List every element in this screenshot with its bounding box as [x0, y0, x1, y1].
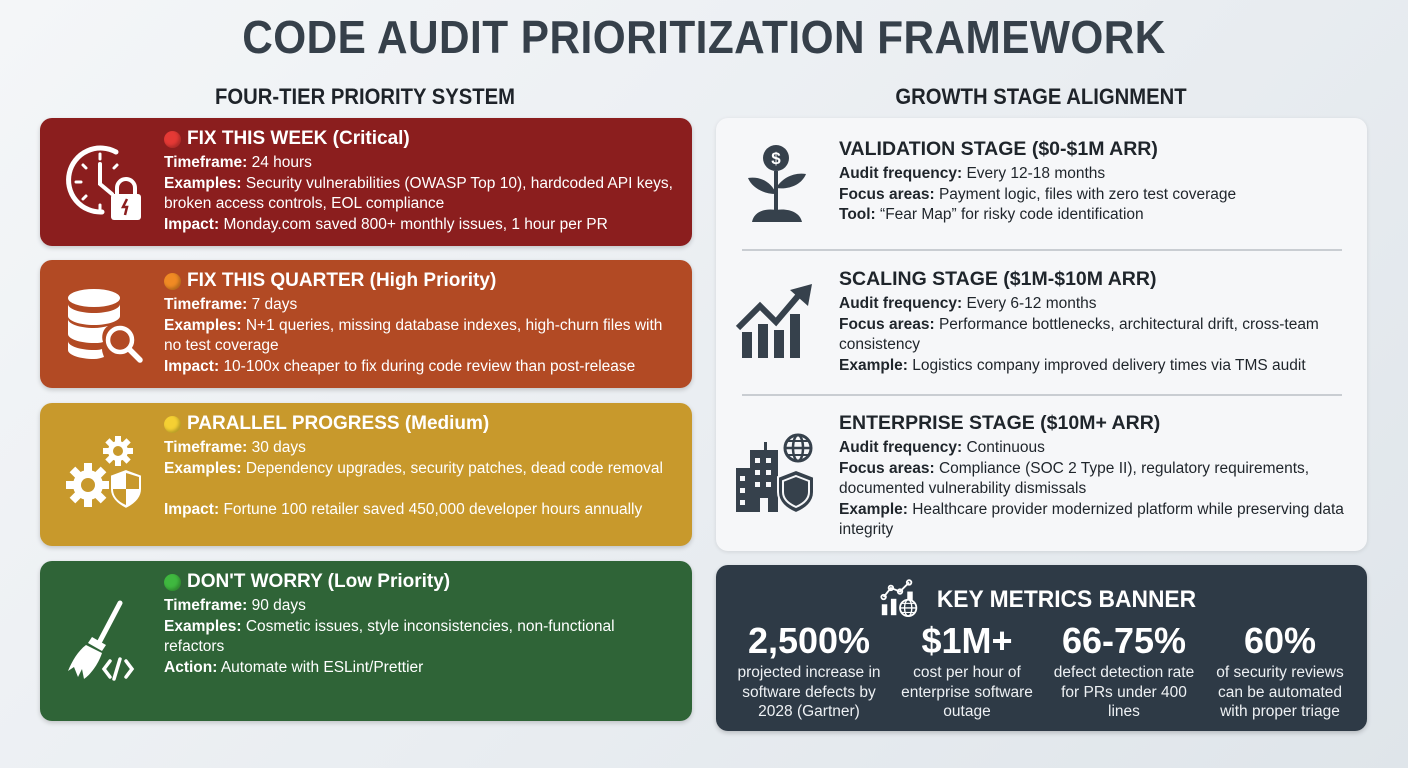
metric-item: $1M+ cost per hour of enterprise softwar… [892, 621, 1042, 722]
key-metrics-banner: KEY METRICS BANNER 2,500% projected incr… [716, 565, 1367, 731]
metric-label: cost per hour of enterprise software out… [901, 664, 1033, 720]
tier-timeframe: Timeframe: 30 days [164, 439, 306, 456]
stage-tool: Tool: “Fear Map” for risky code identifi… [839, 206, 1144, 223]
metric-label: projected increase in software defects b… [737, 664, 881, 720]
tier-card-high: FIX THIS QUARTER (High Priority) Timefra… [40, 260, 692, 388]
broom-code-icon [62, 599, 146, 683]
stage-enterprise: ENTERPRISE STAGE ($10M+ ARR) Audit frequ… [716, 396, 1367, 551]
stage-scaling: SCALING STAGE ($1M-$10M ARR) Audit frequ… [716, 252, 1367, 392]
tier-examples: Examples: N+1 queries, missing database … [164, 316, 663, 355]
tier-impact: Impact: Monday.com saved 800+ monthly is… [164, 215, 608, 233]
metric-item: 66-75% defect detection rate for PRs und… [1049, 621, 1199, 722]
section-heading-priority: FOUR-TIER PRIORITY SYSTEM [215, 84, 515, 109]
stage-frequency: Audit frequency: Every 12-18 months [839, 165, 1106, 182]
tier-examples: Examples: Dependency upgrades, security … [164, 459, 663, 477]
clock-lock-icon [62, 140, 146, 224]
tier-card-medium: PARALLEL PROGRESS (Medium) Timeframe: 30… [40, 403, 692, 546]
metric-label: defect detection rate for PRs under 400 … [1053, 664, 1195, 720]
critical-dot-icon [164, 130, 181, 148]
stage-focus: Focus areas: Compliance (SOC 2 Type II),… [839, 459, 1310, 498]
stage-focus: Focus areas: Payment logic, files with z… [839, 185, 1237, 203]
tier-card-critical: FIX THIS WEEK (Critical) Timeframe: 24 h… [40, 118, 692, 246]
section-heading-growth: GROWTH STAGE ALIGNMENT [895, 84, 1187, 109]
svg-text:$: $ [771, 149, 781, 168]
metric-value: 60% [1243, 620, 1317, 661]
money-plant-icon: $ [734, 142, 818, 226]
metric-item: 2,500% projected increase in software de… [734, 621, 884, 722]
gears-shield-icon [62, 433, 146, 517]
high-dot-icon [164, 272, 181, 290]
stage-validation: $ VALIDATION STAGE ($0-$1M ARR) Audit fr… [716, 118, 1367, 250]
main-title: CODE AUDIT PRIORITIZATION FRAMEWORK [242, 11, 1166, 63]
stage-example: Example: Healthcare provider modernized … [839, 500, 1344, 539]
building-globe-shield-icon [734, 432, 818, 516]
database-search-icon [62, 282, 146, 366]
stage-title: SCALING STAGE ($1M-$10M ARR) [839, 268, 1157, 290]
tier-examples: Examples: Security vulnerabilities (OWAS… [164, 174, 673, 213]
tier-impact: Impact: Fortune 100 retailer saved 450,0… [164, 500, 643, 518]
tier-title: DON'T WORRY (Low Priority) [187, 571, 451, 592]
growth-stage-panel: $ VALIDATION STAGE ($0-$1M ARR) Audit fr… [716, 118, 1367, 551]
metric-label: of security reviews can be automated wit… [1216, 664, 1344, 720]
low-dot-icon [164, 573, 181, 591]
tier-timeframe: Timeframe: 90 days [164, 597, 306, 614]
analytics-globe-icon [880, 577, 920, 622]
metric-value: 2,500% [747, 620, 871, 661]
tier-examples: Examples: Cosmetic issues, style inconsi… [164, 617, 615, 656]
stage-title: ENTERPRISE STAGE ($10M+ ARR) [839, 412, 1161, 434]
metrics-title: KEY METRICS BANNER [936, 585, 1197, 613]
metric-item: 60% of security reviews can be automated… [1205, 621, 1355, 722]
stage-frequency: Audit frequency: Continuous [839, 439, 1045, 456]
medium-dot-icon [164, 415, 181, 433]
tier-title: PARALLEL PROGRESS (Medium) [187, 413, 490, 434]
stage-divider [742, 394, 1342, 396]
tier-title: FIX THIS QUARTER (High Priority) [187, 270, 497, 291]
stage-frequency: Audit frequency: Every 6-12 months [839, 295, 1097, 312]
stage-example: Example: Logistics company improved deli… [839, 356, 1306, 374]
tier-title: FIX THIS WEEK (Critical) [187, 128, 410, 149]
tier-timeframe: Timeframe: 7 days [164, 296, 298, 313]
tier-impact: Impact: 10-100x cheaper to fix during co… [164, 357, 636, 375]
metric-value: $1M+ [921, 620, 1013, 661]
stage-divider [742, 249, 1342, 251]
stage-focus: Focus areas: Performance bottlenecks, ar… [839, 315, 1319, 354]
stage-title: VALIDATION STAGE ($0-$1M ARR) [839, 138, 1158, 160]
tier-timeframe: Timeframe: 24 hours [164, 154, 312, 171]
tier-card-low: DON'T WORRY (Low Priority) Timeframe: 90… [40, 561, 692, 721]
growth-chart-icon [734, 278, 818, 362]
metric-value: 66-75% [1061, 620, 1187, 661]
tier-action: Action: Automate with ESLint/Prettier [164, 658, 424, 676]
